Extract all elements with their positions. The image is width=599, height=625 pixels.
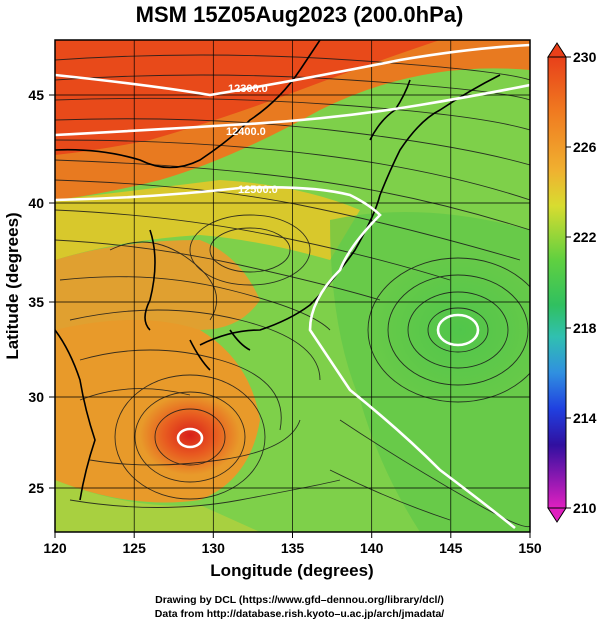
x-tick-label: 125 <box>123 540 147 556</box>
x-axis: 120 125 130 135 140 145 150 Longitude (d… <box>43 532 542 580</box>
colorbar-tick-label: 218 <box>573 320 597 336</box>
colorbar-bottom-arrow <box>547 507 567 523</box>
y-tick-label: 35 <box>28 294 44 310</box>
contour-label-12500: 12500.0 <box>238 184 278 196</box>
x-tick-label: 150 <box>518 540 542 556</box>
colorbar-top-arrow <box>547 42 567 58</box>
contour-labels: 12300.0 12400.0 12500.0 <box>226 83 278 196</box>
x-axis-label: Longitude (degrees) <box>210 561 373 580</box>
contour-label-12300: 12300.0 <box>228 83 268 95</box>
colorbar-tick-label: 222 <box>573 229 597 245</box>
grid <box>55 40 530 532</box>
colorbar-tick-label: 230 <box>573 49 597 65</box>
height-contours <box>55 43 530 530</box>
y-axis: 25 30 35 40 45 Latitude (degrees) <box>3 87 55 496</box>
y-tick-label: 25 <box>28 480 44 496</box>
colorbar: 230 226 222 218 214 210 <box>547 42 597 523</box>
x-tick-label: 135 <box>281 540 305 556</box>
y-tick-label: 45 <box>28 87 44 103</box>
colorbar-tick-label: 210 <box>573 500 597 516</box>
y-tick-label: 40 <box>28 195 44 211</box>
x-tick-label: 145 <box>439 540 463 556</box>
x-tick-label: 130 <box>202 540 226 556</box>
credit-data: Data from http://database.rish.kyoto–u.a… <box>154 608 445 620</box>
map-title: MSM 15Z05Aug2023 (200.0hPa) <box>135 2 464 27</box>
temperature-field <box>55 40 530 532</box>
credit-drawing: Drawing by DCL (https://www.gfd–dennou.o… <box>155 594 444 606</box>
colorbar-tick-label: 226 <box>573 139 597 155</box>
y-tick-label: 30 <box>28 389 44 405</box>
colorbar-tick-label: 214 <box>573 410 597 426</box>
x-tick-label: 120 <box>43 540 67 556</box>
colorbar-scale <box>547 56 567 509</box>
y-axis-label: Latitude (degrees) <box>3 212 22 359</box>
x-tick-label: 140 <box>360 540 384 556</box>
contour-label-12400: 12400.0 <box>226 126 266 138</box>
